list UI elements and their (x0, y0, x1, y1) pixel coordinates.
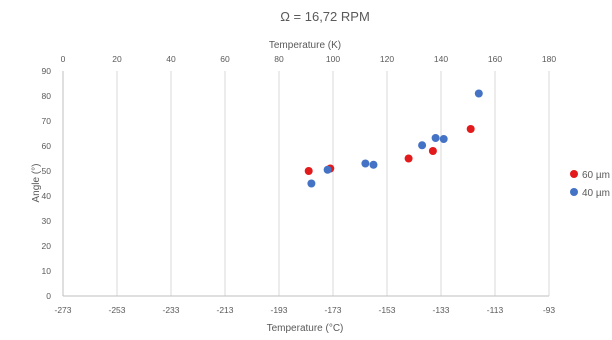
legend-label-60um: 60 µm (582, 170, 610, 181)
x-tick-label: -173 (324, 305, 341, 315)
x-tick-label: -213 (216, 305, 233, 315)
x-tick-label: -193 (270, 305, 287, 315)
y-axis-title: Angle (°) (31, 163, 42, 202)
data-point-40um (361, 159, 370, 168)
legend-entry-40um: 40 µm (570, 188, 610, 199)
x2-tick-label: 140 (434, 54, 448, 64)
legend: 60 µm 40 µm (570, 170, 610, 199)
data-point-40um (323, 165, 332, 174)
legend-marker-60um (570, 170, 578, 178)
x-tick-label: -133 (432, 305, 449, 315)
axes (62, 71, 549, 297)
data-point-60um (428, 147, 437, 155)
bottom-axis-title: Temperature (°C) (267, 323, 344, 334)
tick-labels: -273 -253 -233 -213 -193 -173 -153 -133 -113 -93 0… (42, 54, 557, 315)
y-tick-label: 30 (42, 216, 52, 226)
legend-label-40um: 40 µm (582, 188, 610, 199)
y-tick-label: 40 (42, 191, 52, 201)
x-tick-label: -253 (108, 305, 125, 315)
data-point-40um (439, 135, 448, 143)
chart-title: Ω = 16,72 RPM (280, 9, 370, 24)
y-tick-label: 50 (42, 166, 52, 176)
x-tick-label: -233 (162, 305, 179, 315)
data-point-60um (466, 125, 475, 133)
y-tick-label: 70 (42, 116, 52, 126)
y-tick-label: 10 (42, 266, 52, 276)
x2-tick-label: 40 (166, 54, 176, 64)
data-point-60um (404, 154, 413, 163)
x2-tick-label: 180 (542, 54, 556, 64)
x2-tick-label: 0 (61, 54, 66, 64)
y-tick-label: 90 (42, 66, 52, 76)
x-tick-label: -153 (378, 305, 395, 315)
x2-tick-label: 60 (220, 54, 230, 64)
top-axis-title: Temperature (K) (269, 40, 341, 51)
x2-tick-label: 20 (112, 54, 122, 64)
data-point-40um (307, 179, 316, 188)
data-point-60um (304, 167, 313, 175)
y-tick-label: 80 (42, 91, 52, 101)
x2-tick-label: 160 (488, 54, 502, 64)
data-point-40um (431, 134, 440, 142)
legend-entry-60um: 60 µm (570, 170, 610, 181)
x2-tick-label: 80 (274, 54, 284, 64)
x2-tick-label: 120 (380, 54, 394, 64)
x2-tick-label: 100 (326, 54, 340, 64)
data-point-40um (474, 89, 483, 98)
data-point-40um (418, 141, 427, 150)
x-tick-label: -273 (54, 305, 71, 315)
y-tick-label: 0 (46, 291, 51, 301)
y-tick-label: 60 (42, 141, 52, 151)
y-tick-label: 20 (42, 241, 52, 251)
grid-lines (116, 71, 550, 296)
legend-marker-40um (570, 188, 578, 196)
data-points (304, 89, 483, 188)
x-tick-label: -93 (543, 305, 556, 315)
x-tick-label: -113 (487, 305, 504, 315)
data-point-40um (369, 160, 378, 169)
